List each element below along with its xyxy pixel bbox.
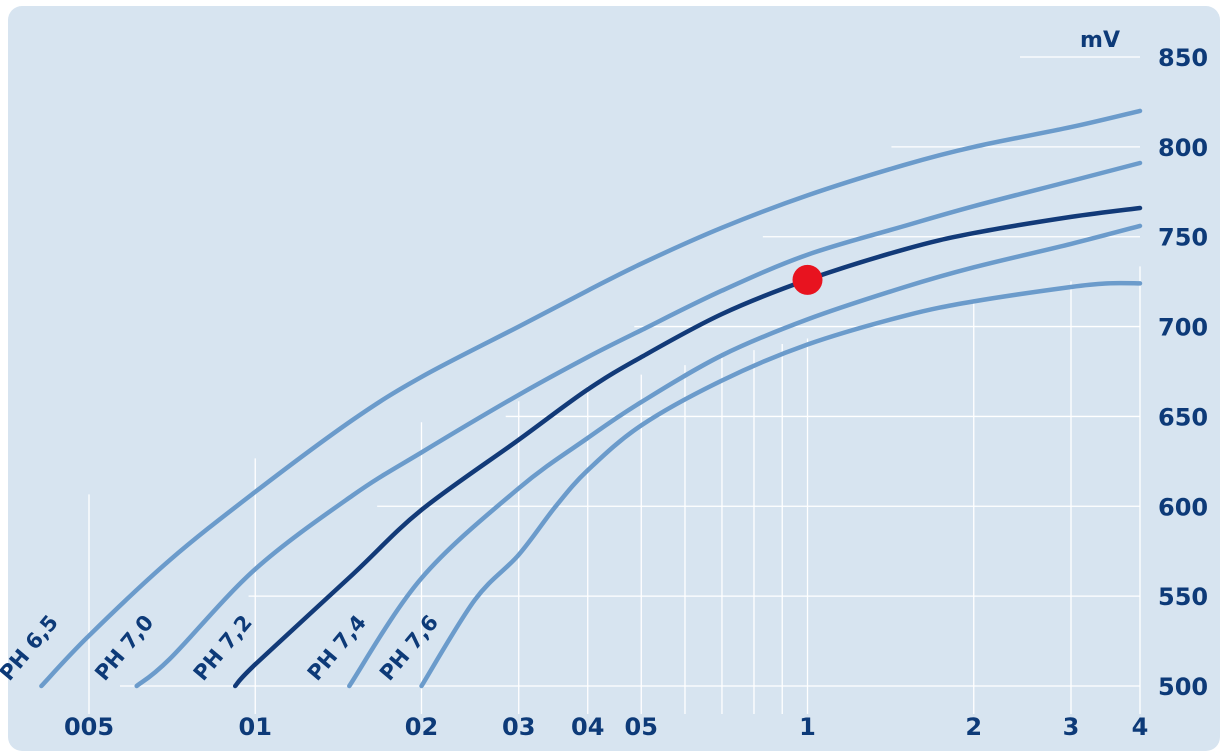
operating-point-marker <box>792 264 823 295</box>
x-tick-label: 2 <box>965 713 982 741</box>
x-tick-label: 05 <box>625 713 658 741</box>
x-tick-label: 04 <box>571 713 604 741</box>
y-tick-label: 800 <box>1158 134 1208 162</box>
series-line-ph-7-0 <box>134 160 1143 689</box>
y-axis-ticks: 500 550 600 650 700 750 800 850 <box>1158 44 1208 701</box>
y-tick-label: 600 <box>1158 493 1208 521</box>
x-axis-ticks: 005 01 02 03 04 05 1 2 3 4 <box>64 713 1148 741</box>
x-tick-label: 01 <box>239 713 272 741</box>
y-tick-label: 750 <box>1158 224 1208 252</box>
y-tick-label: 650 <box>1158 403 1208 431</box>
series-line-ph-7-4 <box>347 223 1143 689</box>
curves <box>39 108 1143 689</box>
series-line-ph-7-6 <box>419 280 1143 689</box>
y-tick-label: 550 <box>1158 583 1208 611</box>
marker <box>792 264 823 295</box>
x-tick-label: 1 <box>799 713 816 741</box>
chart-background <box>8 6 1220 751</box>
x-tick-label: 4 <box>1132 713 1149 741</box>
x-tick-label: 005 <box>64 713 114 741</box>
series-line-ph-7-2 <box>232 205 1143 689</box>
x-tick-label: 03 <box>502 713 535 741</box>
y-tick-label: 850 <box>1158 44 1208 72</box>
series-line-ph-6-5 <box>39 108 1143 689</box>
x-tick-label: 3 <box>1063 713 1080 741</box>
x-tick-label: 02 <box>405 713 438 741</box>
y-tick-label: 500 <box>1158 673 1208 701</box>
y-axis-unit-label: mV <box>1080 28 1120 53</box>
y-tick-label: 700 <box>1158 314 1208 342</box>
